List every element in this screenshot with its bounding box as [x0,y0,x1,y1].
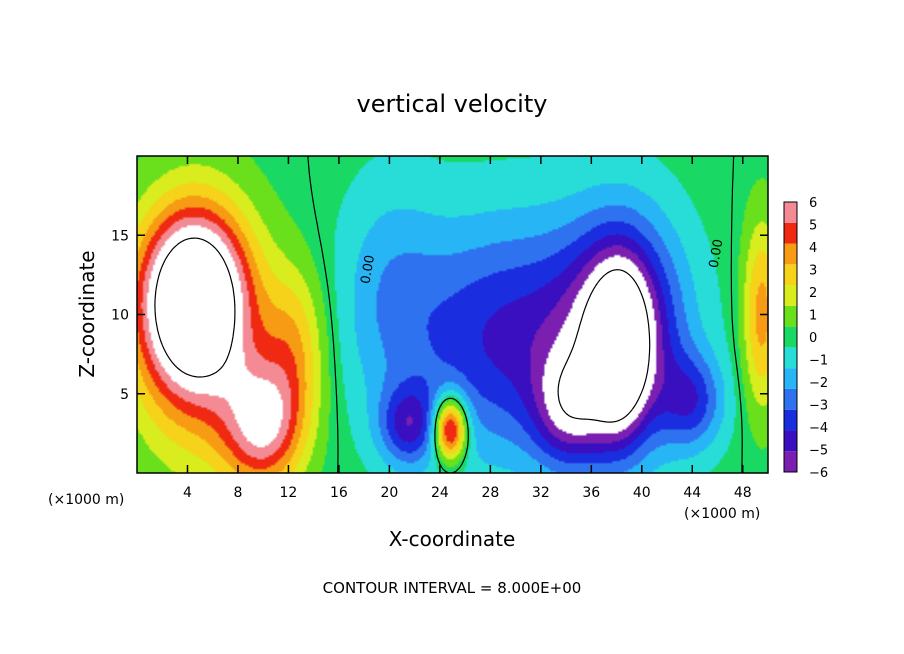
colorbar-label: −5 [809,444,828,459]
y-axis-label: Z-coordinate [75,250,99,377]
y-tick-label: 5 [120,387,129,403]
x-tick-label: 44 [683,485,701,501]
x-tick-label: 24 [431,485,449,501]
x-tick-label: 20 [380,485,398,501]
y-tick-label: 15 [111,228,129,244]
colorbar-label: −1 [809,354,828,369]
colorbar-label: −3 [809,399,828,414]
contour-label: 0.00 [707,238,727,269]
x-tick-label: 36 [582,485,600,501]
colorbar-swatch [784,451,797,472]
colorbar-label: 6 [809,196,817,211]
contour-line-positive [154,237,236,378]
x-tick-label: 48 [734,485,752,501]
x-tick-label: 32 [532,485,550,501]
colorbar-label: 4 [809,241,817,256]
colorbar-label: −2 [809,376,828,391]
colorbar-swatch [784,388,797,410]
colorbar-swatch [784,326,797,348]
x-unit-note-left: (×1000 m) [48,492,124,508]
colorbar-label: −4 [809,421,828,436]
heatmap-field [137,156,768,473]
colorbar-label: 5 [809,219,817,234]
colorbar-label: 3 [809,264,817,279]
x-tick-label: 8 [233,485,242,501]
colorbar-swatch [784,285,797,306]
x-tick-label: 12 [280,485,298,501]
colorbar-label: 0 [809,331,817,346]
colorbar-frame [783,201,798,473]
x-tick-label: 40 [633,485,651,501]
colorbar: 6 5 4 3 2 1 0 −1 −2 −3 −4 −5 −6 [783,196,828,481]
colorbar-swatch [784,222,797,244]
colorbar-swatch [784,264,797,286]
heatmap-image [137,156,768,473]
x-unit-note-right: (×1000 m) [684,506,760,522]
x-tick-label: 4 [183,485,192,501]
colorbar-label: 1 [809,309,817,324]
contour-lines: 0.00 0.00 [154,156,743,473]
colorbar-swatch [784,368,797,389]
y-tick-label: 10 [111,308,129,324]
chart-title: vertical velocity [357,90,548,118]
colorbar-label: 2 [809,286,817,301]
x-axis-ticks: 4 8 12 16 20 24 28 32 36 40 44 48 [183,156,752,501]
x-tick-label: 28 [481,485,499,501]
colorbar-label: −6 [809,466,828,481]
y-axis-ticks: 5 10 15 [111,228,768,403]
contour-label: 0.00 [358,254,378,285]
contour-interval-note: CONTOUR INTERVAL = 8.000E+00 [323,579,582,597]
contour-line-zero [307,156,743,473]
colorbar-swatch [784,430,797,452]
colorbar-swatch [784,305,797,327]
colorbar-swatch [784,409,797,431]
contour-line-negative [557,269,651,423]
colorbar-swatch [784,202,797,223]
colorbar-swatch [784,347,797,369]
x-axis-label: X-coordinate [389,527,516,551]
x-tick-label: 16 [330,485,348,501]
colorbar-swatch [784,243,797,265]
